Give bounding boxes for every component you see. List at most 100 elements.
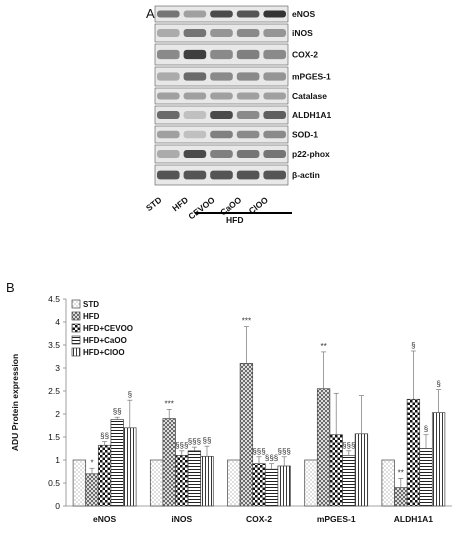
- legend-label: HFD+CEVOO: [83, 324, 133, 333]
- blot-band: [183, 111, 207, 119]
- y-tick-label: 1: [55, 455, 60, 465]
- bar: [304, 459, 318, 507]
- blot-row: mPGES-1: [154, 66, 331, 87]
- blot-band: [236, 72, 260, 81]
- legend-swatch: [71, 347, 81, 357]
- blot-row-label: iNOS: [292, 28, 313, 38]
- y-tick-label: 0: [55, 501, 60, 511]
- bar: [175, 455, 189, 507]
- significance-label: ***: [165, 399, 174, 408]
- blot-band: [183, 150, 207, 158]
- significance-label: §§§: [278, 447, 291, 456]
- significance-label: **: [320, 342, 326, 351]
- bar: [252, 463, 266, 507]
- blot-band: [157, 49, 180, 60]
- x-category-label: eNOS: [93, 514, 116, 524]
- blot-band: [263, 72, 286, 81]
- bar: [72, 459, 87, 507]
- blot-band: [183, 92, 207, 100]
- blot-band: [183, 170, 207, 180]
- blot-band: [263, 150, 286, 158]
- legend-swatch: [71, 311, 81, 321]
- bar: [354, 433, 369, 507]
- bar: [97, 444, 112, 507]
- significance-label: ***: [242, 317, 251, 326]
- blot-band: [183, 130, 207, 139]
- blot-row: Catalase: [154, 87, 327, 105]
- bar: [264, 468, 279, 507]
- y-tick-label: 0.5: [48, 478, 60, 488]
- bar-chart: ADU Protein expression 0 0.5 1 1.5 2 2.5 3 3.5 4 4…: [10, 294, 452, 524]
- blot-band: [183, 10, 207, 18]
- significance-label: §: [411, 341, 415, 350]
- y-axis-label: ADU Protein expression: [10, 354, 20, 451]
- blot-band: [236, 170, 260, 180]
- bar: [381, 459, 395, 507]
- y-tick-label: 1.5: [48, 432, 60, 442]
- bar: [329, 434, 343, 507]
- x-category-label: COX-2: [246, 514, 272, 524]
- blot-band: [157, 10, 180, 18]
- blot-band: [210, 130, 233, 139]
- blot-band: [236, 130, 260, 139]
- significance-label: §§: [203, 436, 212, 445]
- blot-row: β-actin: [154, 164, 320, 186]
- blot-band: [210, 170, 233, 180]
- bar: [187, 450, 202, 507]
- x-category-label: ALDH1A1: [394, 514, 433, 524]
- x-category-label: mPGES-1: [317, 514, 356, 524]
- bar: [394, 487, 408, 507]
- blot-row-label: mPGES-1: [292, 72, 331, 82]
- significance-label: §§§: [265, 454, 278, 463]
- blot-band: [210, 29, 233, 37]
- legend: STD HFD HFD+CEVOO HFD+CaOO HFD+ClOO: [71, 299, 133, 357]
- bar: [239, 363, 254, 507]
- bar: [162, 418, 176, 507]
- y-tick-label: 3: [55, 363, 60, 373]
- legend-label: HFD: [83, 312, 100, 321]
- blot-band: [183, 29, 207, 37]
- bar: [110, 419, 124, 507]
- blot-row-label: eNOS: [292, 9, 315, 19]
- legend-swatch: [71, 323, 81, 333]
- blot-row: COX-2: [154, 43, 318, 66]
- blot-band: [157, 72, 180, 81]
- blot-row-label: p22-phox: [292, 149, 330, 159]
- bar: [85, 473, 99, 507]
- bar: [431, 412, 446, 507]
- blot-band: [263, 170, 286, 180]
- significance-label: §§§: [188, 437, 201, 446]
- blot-band: [263, 92, 286, 100]
- blot-band: [183, 72, 207, 81]
- blot-band: [236, 29, 260, 37]
- blot-band: [263, 111, 286, 119]
- legend-swatch: [71, 335, 81, 345]
- blot-band: [157, 111, 180, 119]
- significance-label: §§§: [252, 447, 265, 456]
- significance-label: *: [90, 458, 93, 467]
- panel-b-label: B: [6, 280, 15, 295]
- blot-band: [210, 111, 233, 119]
- bar: [342, 455, 356, 507]
- bar: [200, 455, 214, 507]
- significance-label: **: [398, 468, 404, 477]
- significance-label: §: [436, 380, 440, 389]
- blot-band: [236, 49, 260, 60]
- bar: [277, 465, 291, 507]
- blot-band: [263, 130, 286, 139]
- bar: [123, 427, 137, 507]
- legend-label: HFD+ClOO: [83, 348, 125, 357]
- significance-label: §§§: [342, 441, 355, 450]
- blot-band: [236, 111, 260, 119]
- blot-band: [210, 150, 233, 158]
- bar: [419, 448, 433, 507]
- blot-band: [236, 92, 260, 100]
- blot-band: [157, 150, 180, 158]
- blot-band: [210, 72, 233, 81]
- blot-band: [183, 49, 207, 60]
- blot-band: [157, 92, 180, 100]
- x-category-label: iNOS: [171, 514, 192, 524]
- blot-row-label: Catalase: [292, 91, 327, 101]
- blot-row: SOD-1: [154, 125, 318, 144]
- western-blot-panel: eNOS iNOS COX-2 mPGES-1 Catalase ALDH1A1 SOD-1…: [144, 5, 331, 225]
